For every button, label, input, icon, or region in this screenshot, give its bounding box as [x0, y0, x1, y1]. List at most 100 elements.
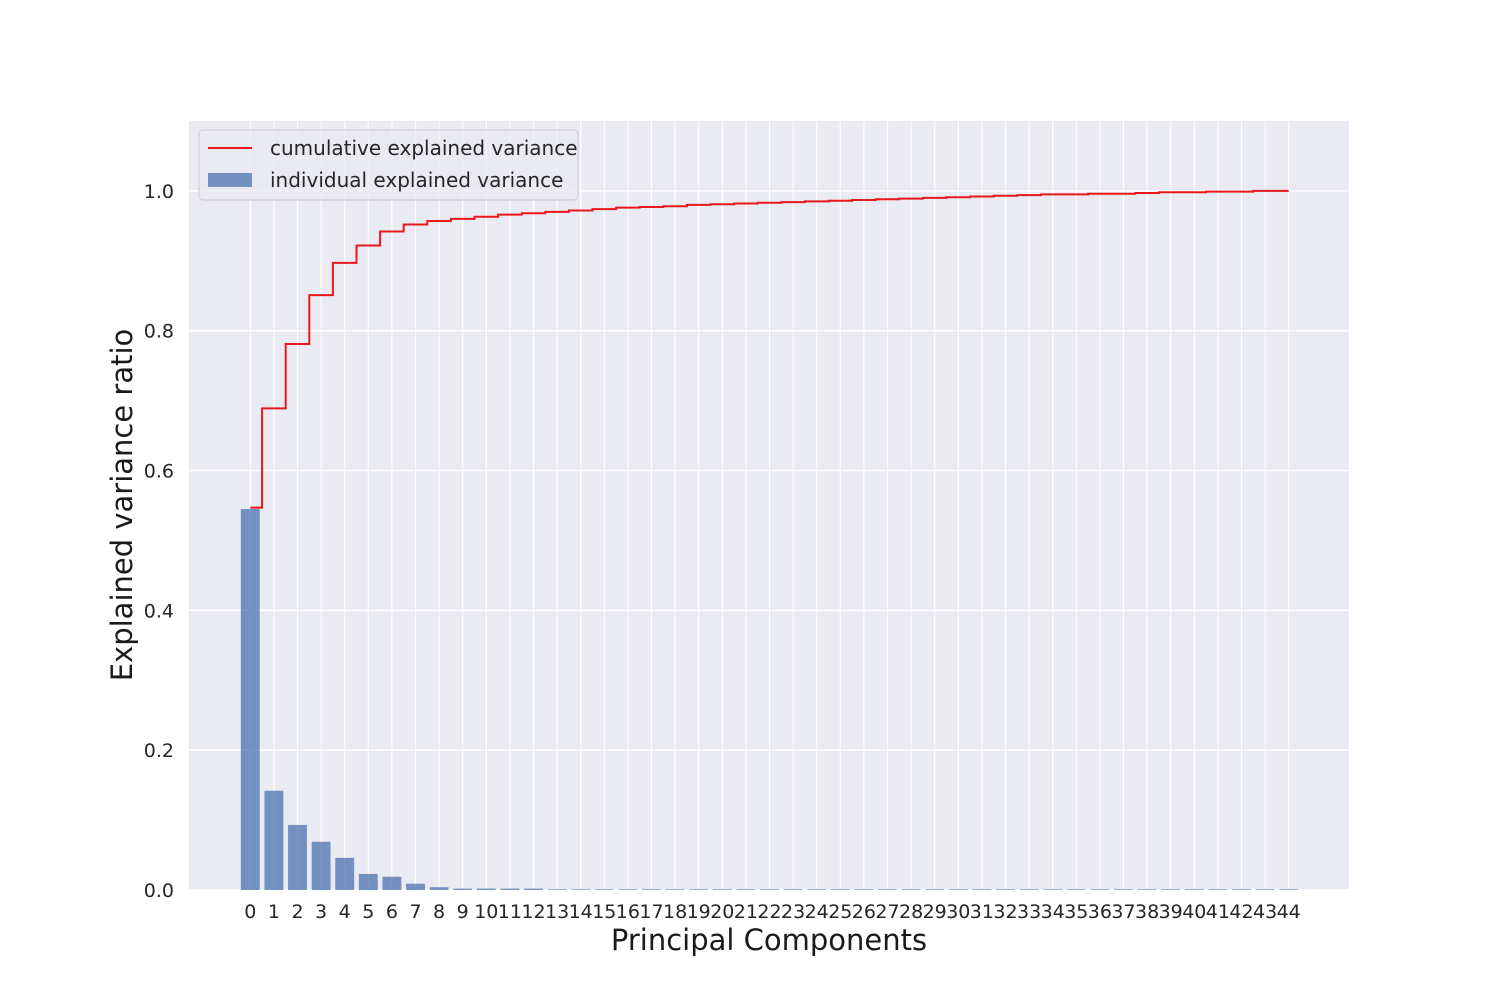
y-tick-label: 0.8 [144, 321, 174, 343]
variance-bar [335, 857, 355, 890]
variance-bar [1137, 889, 1157, 890]
x-tick-label: 22 [757, 901, 781, 923]
x-tick-label: 14 [569, 901, 593, 923]
x-tick-label: 41 [1206, 901, 1230, 923]
x-tick-label: 17 [639, 901, 663, 923]
variance-bar [571, 889, 591, 890]
variance-bar [311, 841, 331, 890]
variance-bar [689, 889, 709, 890]
x-tick-label: 9 [457, 901, 469, 923]
x-tick-label: 2 [291, 901, 303, 923]
y-tick-label: 0.6 [144, 461, 174, 483]
x-tick-label: 28 [899, 901, 923, 923]
variance-bar [948, 889, 968, 890]
variance-bar [1232, 889, 1251, 890]
x-tick-label: 35 [1064, 901, 1088, 923]
x-tick-label: 32 [993, 901, 1017, 923]
variance-bar [996, 889, 1015, 890]
y-tick-labels: 0.0 0.2 0.4 0.6 0.8 1.0 [144, 181, 174, 902]
variance-bar [712, 889, 732, 890]
x-tick-label: 23 [781, 901, 805, 923]
y-tick-label: 1.0 [144, 181, 174, 203]
x-tick-label: 13 [545, 901, 569, 923]
variance-bar [500, 888, 520, 890]
x-tick-label: 10 [474, 901, 498, 923]
x-tick-label: 26 [852, 901, 876, 923]
x-tick-label: 44 [1277, 901, 1301, 923]
x-tick-label: 15 [592, 901, 616, 923]
x-tick-label: 40 [1182, 901, 1206, 923]
x-tick-label: 8 [433, 901, 445, 923]
x-tick-label: 18 [663, 901, 687, 923]
variance-bar [878, 889, 897, 890]
y-tick-label: 0.0 [144, 880, 174, 902]
x-tick-label: 16 [616, 901, 640, 923]
variance-bar [830, 889, 850, 890]
variance-bar [453, 888, 473, 890]
x-tick-label: 38 [1135, 901, 1159, 923]
x-gridlines [249, 121, 1290, 890]
legend-label-individual: individual explained variance [270, 168, 563, 192]
x-tick-label: 25 [828, 901, 852, 923]
x-tick-label: 43 [1253, 901, 1277, 923]
variance-bar [1255, 889, 1275, 890]
x-tick-labels: 0 1 2 3 4 5 6 7 8 9 10 11 12 13 14 15 16 17 18 19 20 21 22 23 24… [244, 901, 1301, 923]
variance-bar [1090, 889, 1110, 890]
variance-bar [382, 876, 402, 890]
variance-bar [854, 889, 874, 890]
variance-bar [406, 883, 425, 890]
x-tick-label: 12 [521, 901, 545, 923]
variance-bar [476, 888, 496, 890]
x-tick-label: 31 [970, 901, 994, 923]
cumulative-variance-step-line [250, 189, 1289, 509]
variance-bar [524, 888, 543, 890]
x-tick-label: 37 [1111, 901, 1135, 923]
x-tick-label: 20 [710, 901, 734, 923]
x-tick-label: 0 [244, 901, 256, 923]
variance-bar [1161, 889, 1181, 890]
variance-bar [972, 889, 992, 890]
y-tick-label: 0.2 [144, 740, 174, 762]
y-axis-label: Explained variance ratio [105, 329, 139, 682]
variance-bar [547, 889, 567, 890]
x-tick-label: 1 [268, 901, 280, 923]
x-axis-label: Principal Components [611, 923, 927, 957]
individual-variance-bars [240, 508, 1299, 890]
variance-bar [1114, 889, 1133, 890]
x-tick-label: 30 [946, 901, 970, 923]
variance-bar [736, 889, 756, 890]
x-tick-label: 42 [1229, 901, 1253, 923]
legend-box [198, 129, 579, 201]
x-tick-label: 19 [687, 901, 711, 923]
variance-bar [240, 508, 260, 890]
legend: cumulative explained variance individual… [198, 129, 579, 201]
variance-bar [618, 889, 638, 890]
x-tick-label: 6 [386, 901, 398, 923]
variance-bar [665, 889, 685, 890]
x-tick-label: 11 [498, 901, 522, 923]
x-tick-label: 21 [734, 901, 758, 923]
variance-bar [783, 889, 803, 890]
legend-bar-swatch [208, 173, 252, 187]
x-tick-label: 34 [1041, 901, 1065, 923]
variance-bar [925, 889, 945, 890]
x-tick-label: 5 [362, 901, 374, 923]
variance-bar [1043, 889, 1063, 890]
variance-bar [288, 824, 307, 890]
variance-bar [1066, 889, 1086, 890]
legend-label-cumulative: cumulative explained variance [270, 136, 578, 160]
y-tick-label: 0.4 [144, 600, 174, 622]
x-tick-label: 29 [923, 901, 947, 923]
x-tick-label: 7 [409, 901, 421, 923]
variance-bar [594, 889, 614, 890]
x-tick-label: 39 [1159, 901, 1183, 923]
variance-bar [807, 889, 827, 890]
variance-bar [1019, 889, 1039, 890]
x-tick-label: 33 [1017, 901, 1041, 923]
variance-bar [358, 873, 378, 890]
variance-bar [1208, 889, 1228, 890]
variance-bar [264, 790, 284, 890]
x-tick-label: 24 [805, 901, 829, 923]
variance-bar [760, 889, 779, 890]
variance-bar [901, 889, 921, 890]
